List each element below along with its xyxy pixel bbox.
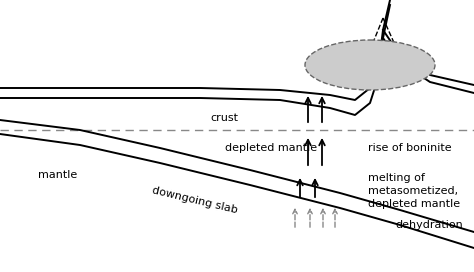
Text: dehydration: dehydration (395, 220, 463, 230)
Text: rise of boninite: rise of boninite (368, 143, 452, 153)
Ellipse shape (305, 40, 435, 90)
Text: depleted mantle: depleted mantle (368, 199, 460, 209)
Text: mantle: mantle (38, 170, 77, 180)
Text: depleted mantle: depleted mantle (225, 143, 317, 153)
Text: boninitic magma: boninitic magma (323, 47, 417, 57)
Text: melting of: melting of (368, 173, 425, 183)
Text: metasometized,: metasometized, (368, 186, 458, 196)
Text: downgoing slab: downgoing slab (151, 185, 239, 215)
Text: emplaced in crust: emplaced in crust (320, 59, 420, 69)
Text: crust: crust (210, 113, 238, 123)
